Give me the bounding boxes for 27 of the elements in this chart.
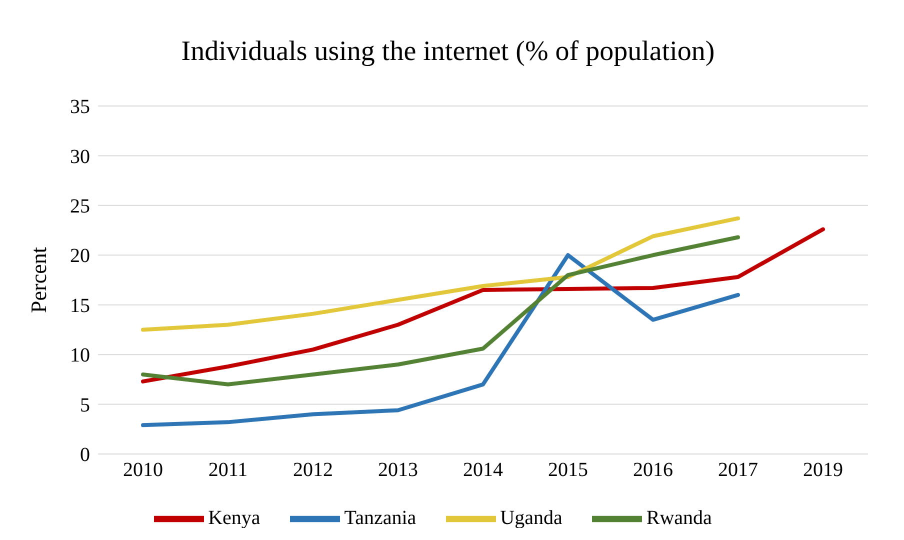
x-tick-label: 2016	[633, 459, 673, 482]
x-tick-label: 2015	[548, 459, 588, 482]
y-tick-label: 10	[70, 344, 90, 367]
y-tick-label: 0	[80, 444, 90, 466]
line-series	[141, 253, 740, 428]
x-tick-label: 2013	[378, 459, 418, 482]
line-series	[141, 235, 740, 386]
legend-label: Tanzania	[344, 506, 416, 529]
line-series	[141, 216, 740, 332]
x-tick-label: 2010	[123, 459, 163, 482]
y-tick-label: 35	[70, 96, 90, 118]
y-tick-label: 30	[70, 146, 90, 168]
x-tick-label: 2011	[208, 459, 248, 482]
line-series	[141, 227, 825, 384]
chart-title: Individuals using the internet (% of population)	[180, 35, 716, 69]
y-tick-label: 15	[70, 294, 90, 317]
x-tick-label: 2019	[803, 459, 843, 482]
y-tick-label: 25	[70, 196, 90, 218]
y-tick-label: 5	[80, 394, 90, 416]
x-tick-label: 2017	[718, 459, 758, 482]
y-tick-label: 20	[70, 245, 90, 268]
y-axis-title: Percent	[26, 247, 51, 313]
legend-label: Rwanda	[646, 506, 712, 529]
legend-label: Kenya	[208, 506, 260, 529]
x-tick-label: 2012	[293, 459, 333, 482]
legend-label: Uganda	[500, 506, 562, 529]
x-tick-label: 2014	[463, 459, 503, 482]
